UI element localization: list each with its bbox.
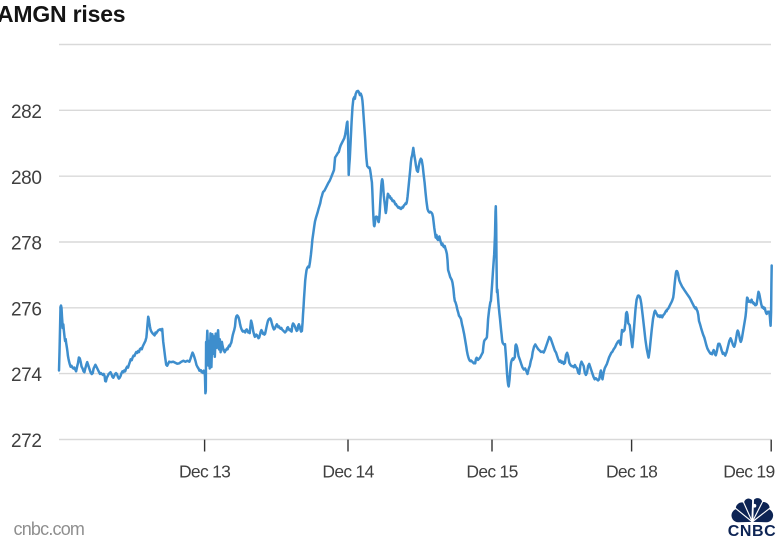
svg-text:272: 272 [11,431,42,452]
svg-text:Dec 14: Dec 14 [322,462,374,482]
svg-text:278: 278 [11,234,42,255]
svg-text:274: 274 [11,365,42,386]
svg-text:276: 276 [11,299,42,320]
svg-text:Dec 19: Dec 19 [723,462,774,482]
svg-text:280: 280 [11,168,42,189]
svg-text:Dec 18: Dec 18 [606,462,657,482]
svg-text:Dec 15: Dec 15 [466,462,517,482]
svg-text:Dec 13: Dec 13 [179,462,230,482]
svg-text:282: 282 [11,102,42,123]
